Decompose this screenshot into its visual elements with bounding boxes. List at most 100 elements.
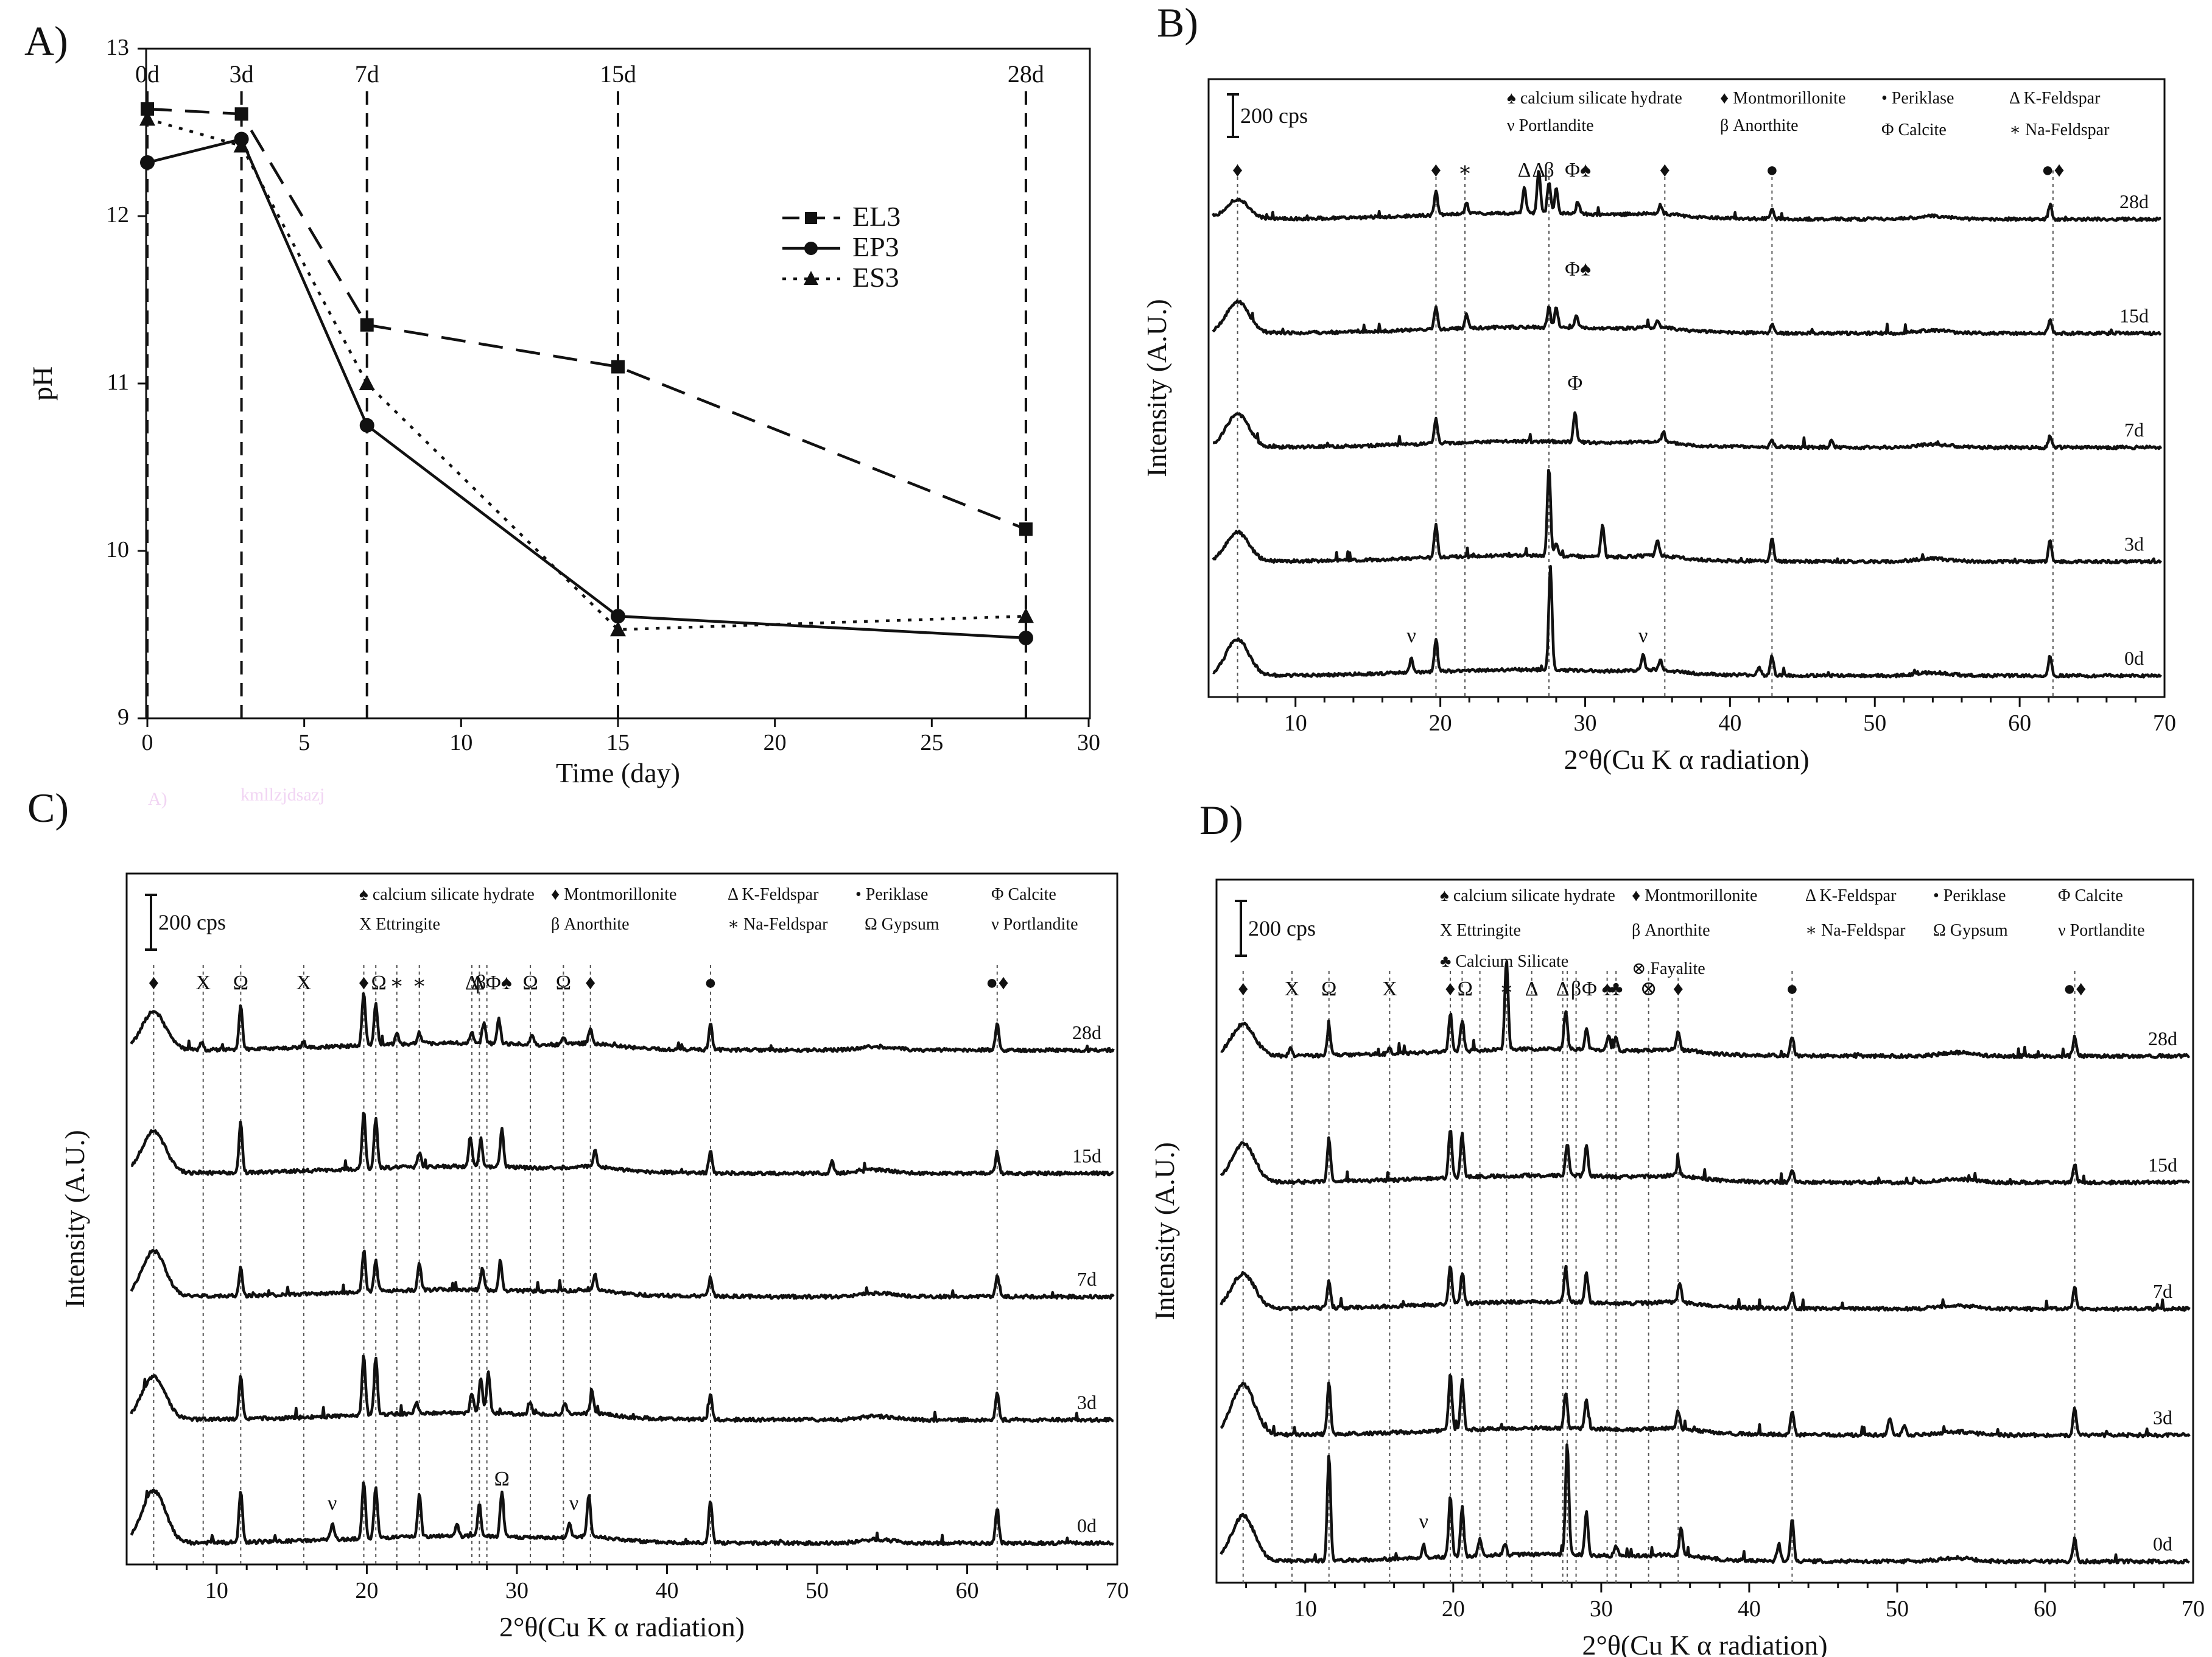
legend-label: EL3	[852, 201, 901, 232]
pattern-label: 15d	[1072, 1145, 1101, 1167]
legend-entry: ♦ Montmorillonite	[1632, 886, 1757, 905]
x-tick-label: 60	[2034, 1596, 2057, 1622]
data-point-el3	[611, 360, 625, 374]
panel-c: C) 10 20 30 40 50 60 70 2°θ(Cu K α radiation) Int…	[27, 785, 1129, 1642]
legend-entry: • Periklase	[855, 885, 928, 904]
peak-annotation: ♣	[1609, 978, 1623, 1000]
pattern-label: 0d	[1077, 1515, 1097, 1536]
xrd-pattern-15d	[130, 1112, 1114, 1177]
data-point-ep3	[1018, 631, 1033, 645]
x-axis-title: 2°θ(Cu K α radiation)	[1564, 744, 1809, 775]
data-point-ep3	[140, 155, 155, 170]
peak-annotation: ν	[1406, 625, 1416, 647]
peak-annotation: Δ	[471, 972, 485, 994]
peak-annotation: Ω	[233, 972, 248, 994]
pattern-label: 15d	[2119, 305, 2149, 327]
legend-entry: β Anorthite	[1632, 921, 1710, 940]
xrd-pattern-7d	[130, 1249, 1115, 1300]
peak-annotation: ♦	[1238, 978, 1248, 1000]
legend-entry: ♦ Montmorillonite	[551, 885, 676, 904]
pattern-label: 28d	[2119, 191, 2149, 212]
data-point-ep3	[359, 418, 374, 433]
peak-annotation: β	[1543, 159, 1554, 181]
x-tick-label: 20	[355, 1578, 378, 1603]
legend-entry: β Anorthite	[1720, 116, 1799, 135]
x-tick-label: 10	[1294, 1596, 1317, 1622]
legend-entry: • Periklase	[1881, 89, 1954, 108]
peak-annotation: ♦	[585, 972, 595, 994]
peak-annotation: ♠	[1602, 978, 1613, 1000]
series-el3-line	[147, 107, 1027, 531]
peak-annotation: ν	[328, 1492, 337, 1515]
peak-annotation: β	[1571, 978, 1581, 1000]
peak-annotation: Ω	[494, 1468, 510, 1490]
xrd-pattern-7d	[1212, 411, 2163, 450]
data-point-el3	[141, 102, 154, 116]
peak-annotation: Δ	[1556, 978, 1570, 1000]
y-tick-label: 12	[106, 202, 129, 228]
x-tick-label: 20	[1442, 1596, 1465, 1622]
x-tick-label: 25	[920, 730, 943, 755]
plot-frame	[1207, 78, 2166, 698]
peak-annotation: ∗	[1500, 978, 1514, 1000]
scale-bar-label: 200 cps	[1240, 103, 1308, 128]
legend-entry: β Anorthite	[551, 915, 630, 934]
data-point-ep3	[611, 609, 625, 624]
y-tick-label: 11	[107, 370, 129, 395]
pattern-label: 3d	[2153, 1407, 2172, 1429]
peak-annotation: ∗	[1458, 159, 1472, 181]
peak-annotation: ∗	[412, 972, 426, 994]
peak-annotation: X	[1285, 978, 1300, 1000]
legend-entry: ∗ Na-Feldspar	[2009, 121, 2110, 139]
legend-entry: Ω Gypsum	[865, 915, 939, 934]
peak-annotation: ●	[704, 972, 717, 994]
legend-entry: Δ K-Feldspar	[728, 885, 819, 904]
day-marker-label: 3d	[230, 60, 254, 88]
x-tick-label: 60	[955, 1578, 978, 1603]
peak-annotation: ♦	[149, 972, 159, 994]
x-tick-label: 40	[1738, 1596, 1761, 1622]
panel-a: A) 0 5 10 15 20 25 30 9 10 11 12 13 Time (day) pH 0d 3d 7…	[24, 18, 1100, 809]
peak-annotation: ●	[1766, 159, 1778, 181]
x-tick-label: 40	[655, 1578, 678, 1603]
data-point-es3	[1017, 608, 1034, 623]
xrd-pattern-0d	[130, 1481, 1114, 1547]
x-tick-label: 20	[1429, 710, 1452, 736]
peak-annotation: Ω	[371, 972, 387, 994]
x-tick-label: 70	[2182, 1596, 2205, 1622]
x-tick-label: 15	[606, 730, 630, 755]
legend-label: EP3	[852, 231, 899, 262]
x-tick-label: 50	[1863, 710, 1886, 736]
peak-annotation: Δ	[1532, 159, 1545, 181]
y-axis-title: pH	[27, 366, 58, 401]
legend-entry: X Ettringite	[1440, 921, 1521, 940]
y-axis-title: Intensity (A.U.)	[59, 1130, 90, 1308]
peak-annotation: Ω	[1458, 978, 1473, 1000]
series-es3-line	[147, 117, 1027, 631]
legend-entry: ν Portlandite	[991, 915, 1078, 934]
legend-marker	[805, 212, 817, 224]
peak-annotation: ●	[1786, 978, 1799, 1000]
scale-bar-label: 200 cps	[158, 910, 226, 934]
day-marker-label: 28d	[1008, 60, 1044, 88]
x-tick-label: 40	[1718, 710, 1741, 736]
legend-entry: ∗ Na-Feldspar	[728, 915, 828, 934]
legend-entry: Φ Calcite	[1881, 121, 1947, 139]
legend-entry: Ω Gypsum	[1933, 921, 2008, 940]
x-tick-label: 20	[764, 730, 787, 755]
x-axis-title: Time (day)	[556, 757, 680, 788]
xrd-pattern-3d	[130, 1354, 1114, 1423]
peak-annotation: ♦	[359, 972, 369, 994]
data-point-el3	[1019, 522, 1033, 536]
peak-annotation: ν	[569, 1492, 578, 1515]
peak-annotation: ♦	[1232, 159, 1243, 181]
peak-annotation: ●♦	[2042, 159, 2065, 181]
pattern-label: 3d	[2124, 533, 2144, 555]
x-tick-label: 30	[505, 1578, 528, 1603]
data-point-es3	[139, 110, 155, 126]
legend-entry: Δ K-Feldspar	[1805, 886, 1897, 905]
scale-bar-label: 200 cps	[1248, 916, 1316, 941]
pattern-label: 7d	[2153, 1280, 2172, 1302]
x-tick-label: 5	[298, 730, 310, 755]
